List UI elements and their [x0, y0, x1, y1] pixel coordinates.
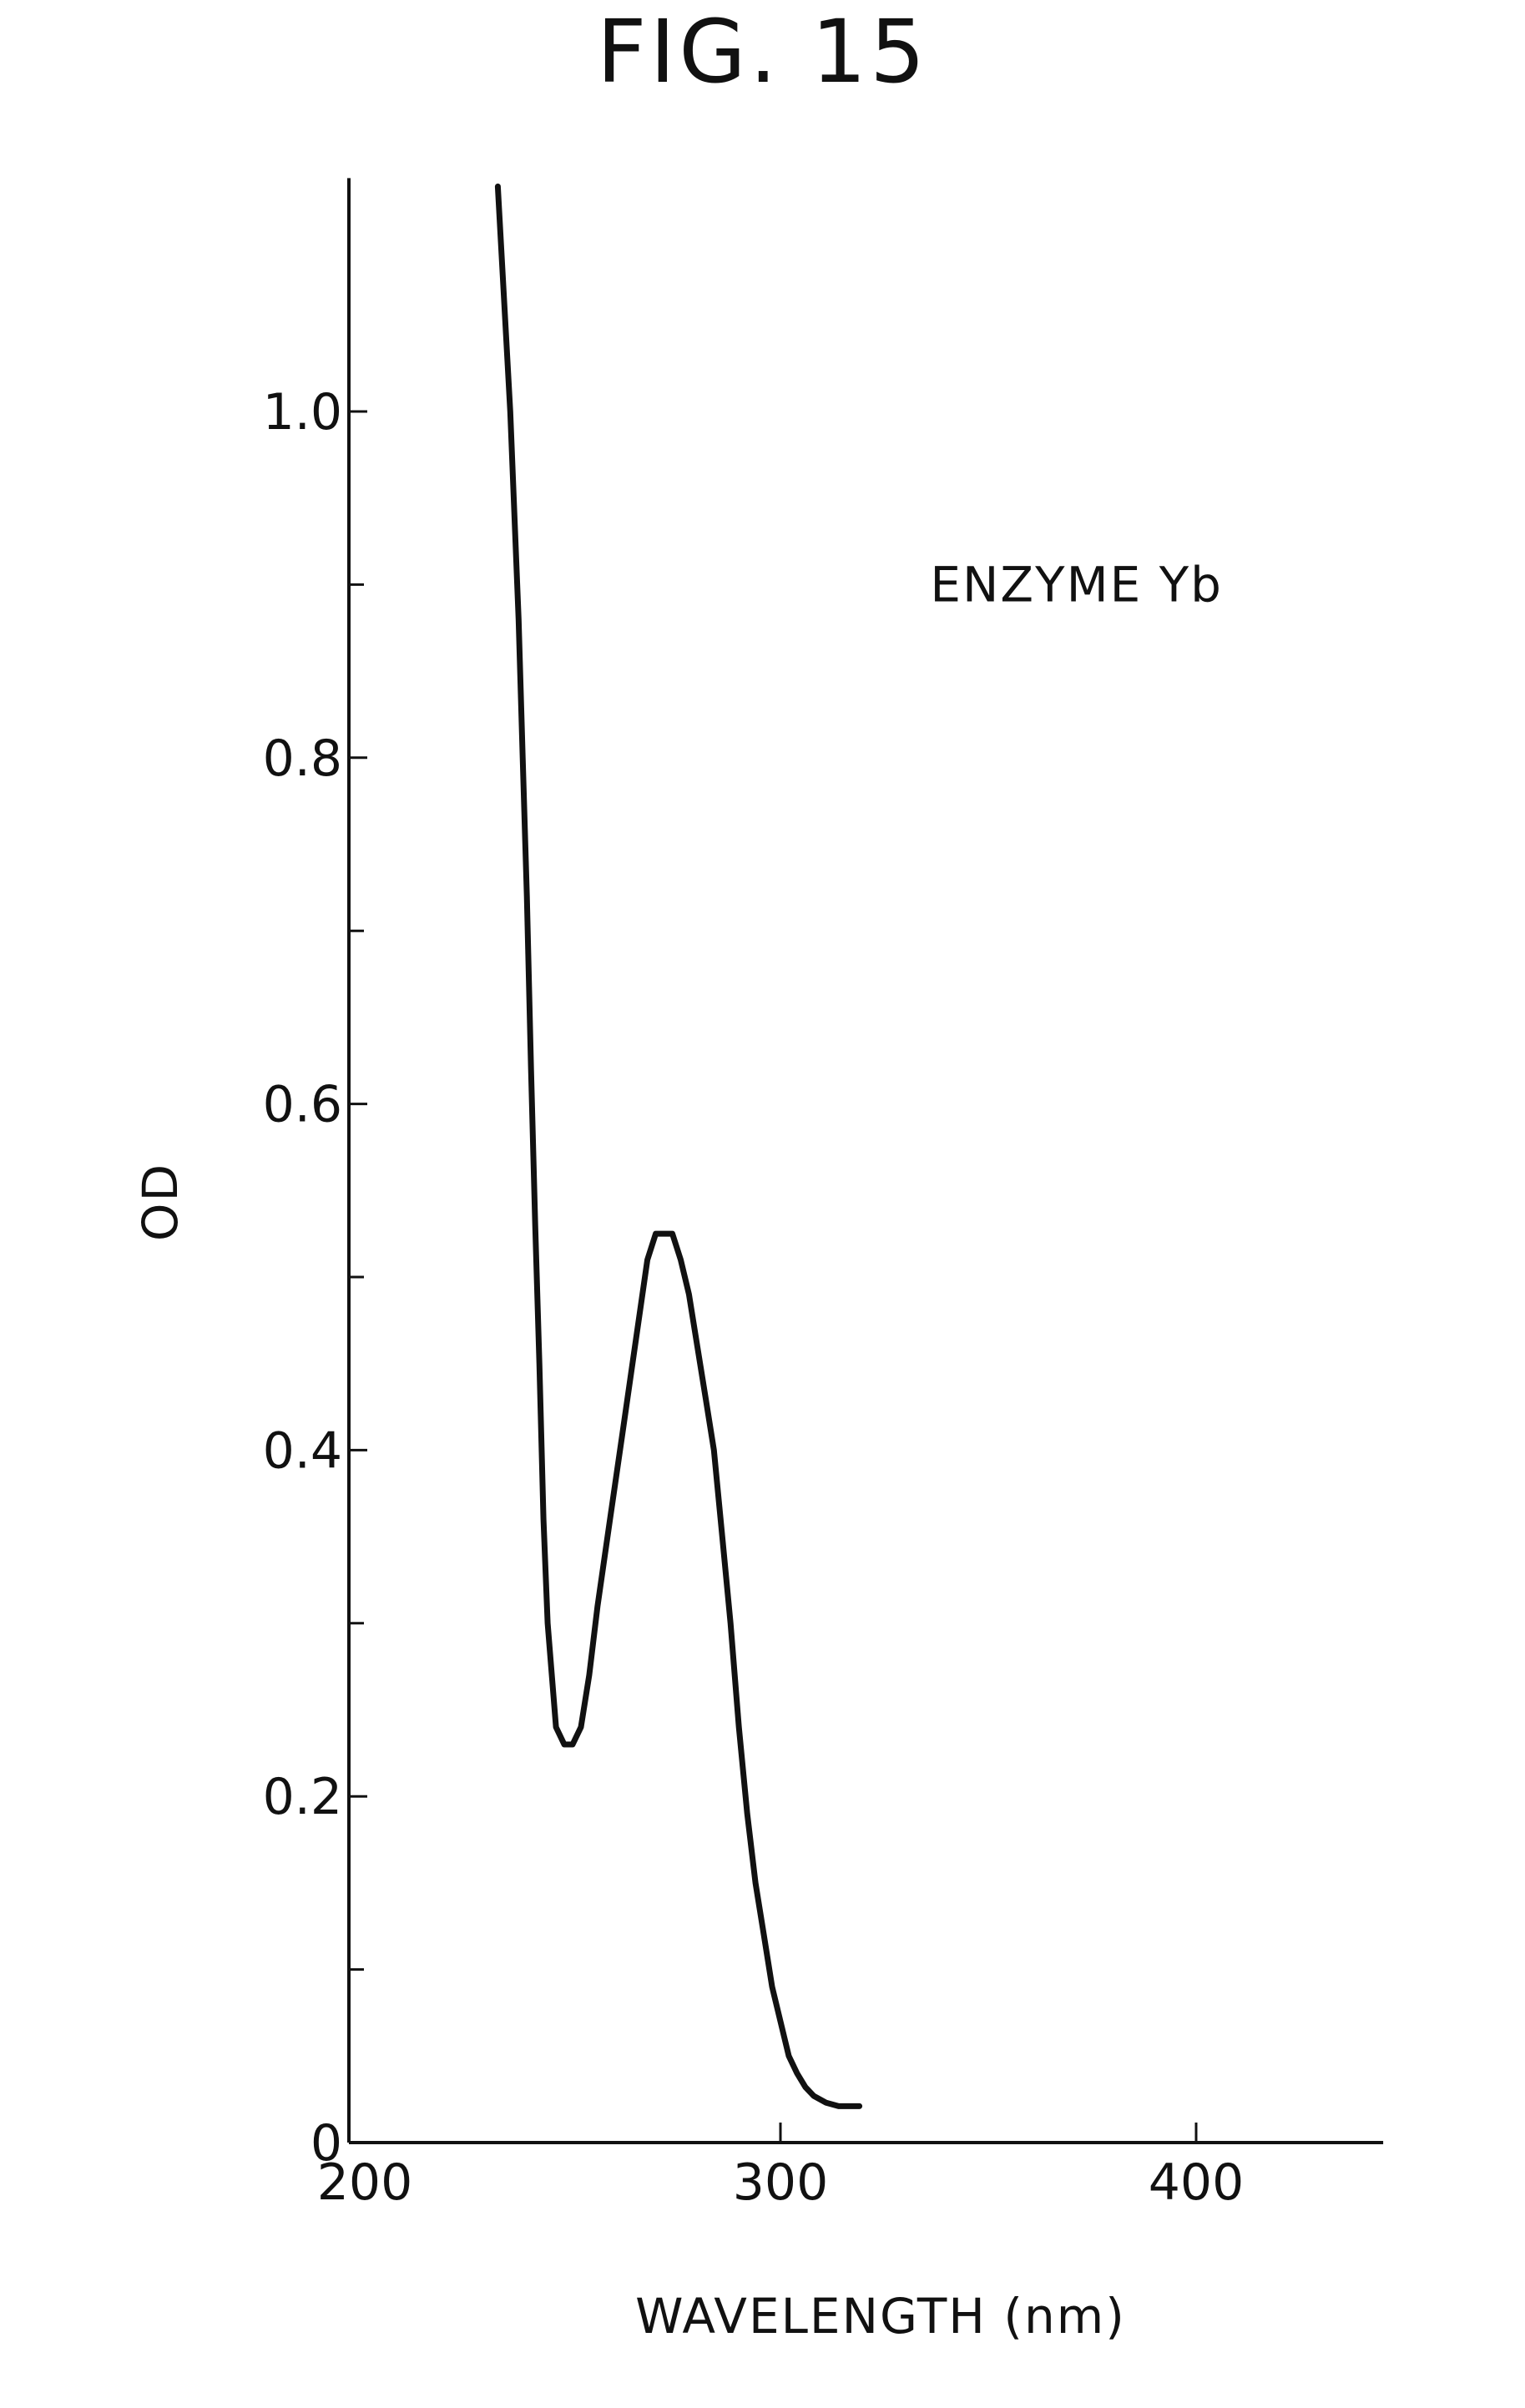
ticks [349, 410, 1198, 2143]
tick-labels: 0 0.2 0.4 0.6 0.8 1.0 200 300 400 [263, 383, 1245, 2212]
y-tick-label: 0.4 [263, 1421, 342, 1480]
series-line-enzyme-yb [494, 183, 863, 2109]
axes [347, 178, 1384, 2144]
y-tick-label: 0.8 [263, 729, 342, 788]
x-tick-label: 400 [1149, 2153, 1245, 2212]
annotation-enzyme-yb: ENZYME Yb [930, 556, 1223, 613]
x-tick-label: 300 [733, 2153, 829, 2212]
y-tick-label: 0.6 [263, 1076, 342, 1134]
x-axis-label: WAVELENGTH (nm) [635, 2288, 1126, 2345]
y-tick-label: 1.0 [263, 383, 342, 442]
x-tick-label: 200 [317, 2153, 413, 2212]
y-tick-label: 0 [311, 2114, 342, 2173]
y-axis-label: OD [132, 1163, 189, 1241]
figure-title: FIG. 15 [596, 1, 929, 103]
y-tick-label: 0.2 [263, 1768, 342, 1826]
